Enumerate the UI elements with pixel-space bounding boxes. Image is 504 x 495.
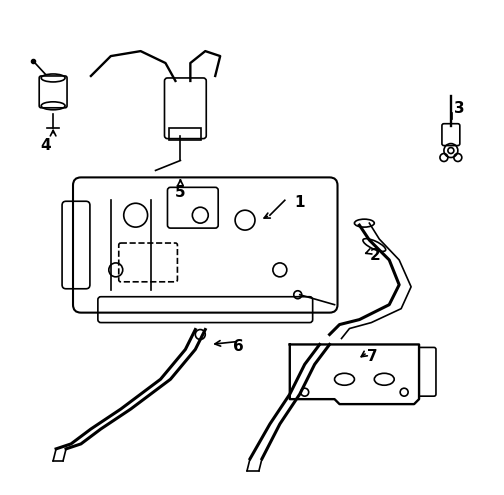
Text: 2: 2 (369, 248, 380, 263)
Polygon shape (290, 345, 419, 404)
Text: 3: 3 (454, 101, 465, 116)
Text: 1: 1 (295, 196, 305, 210)
Text: 4: 4 (40, 138, 50, 152)
Text: 7: 7 (367, 349, 378, 364)
Text: 5: 5 (175, 185, 185, 200)
Text: 6: 6 (233, 340, 243, 354)
